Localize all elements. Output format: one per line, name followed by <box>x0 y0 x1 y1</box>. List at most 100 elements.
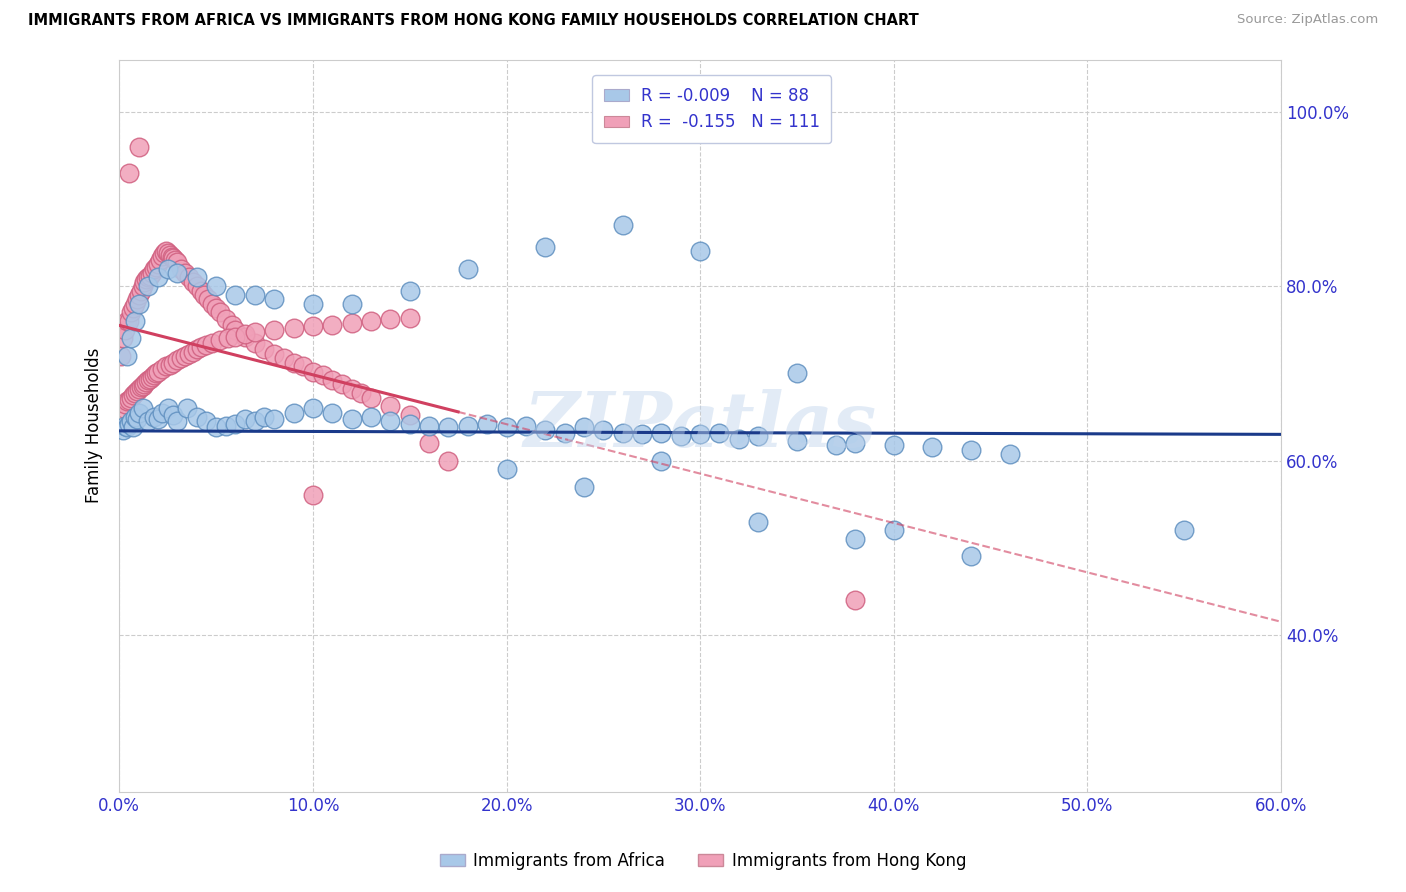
Point <box>208 333 231 347</box>
Point <box>263 411 285 425</box>
Point <box>998 446 1021 460</box>
Point <box>128 382 150 396</box>
Y-axis label: Family Households: Family Households <box>86 348 103 503</box>
Point <box>380 414 402 428</box>
Point <box>340 411 363 425</box>
Point <box>128 140 150 154</box>
Point <box>143 409 166 424</box>
Point <box>215 418 238 433</box>
Point <box>360 314 382 328</box>
Point <box>155 244 177 259</box>
Point <box>205 420 228 434</box>
Point <box>243 414 266 428</box>
Point <box>380 312 402 326</box>
Point <box>302 365 325 379</box>
Point <box>233 411 256 425</box>
Point <box>125 293 148 307</box>
Point <box>457 418 479 433</box>
Point <box>727 432 749 446</box>
Point <box>844 532 866 546</box>
Point <box>592 423 614 437</box>
Point <box>418 436 440 450</box>
Point <box>146 411 169 425</box>
Point <box>149 253 172 268</box>
Point <box>689 244 711 259</box>
Point <box>115 394 138 409</box>
Point <box>112 401 135 416</box>
Point <box>360 409 382 424</box>
Point <box>224 323 246 337</box>
Point <box>689 427 711 442</box>
Point <box>166 266 188 280</box>
Point <box>515 418 537 433</box>
Point <box>669 429 692 443</box>
Point <box>302 488 325 502</box>
Point <box>131 378 153 392</box>
Point <box>201 296 224 310</box>
Point <box>437 453 460 467</box>
Point <box>350 385 373 400</box>
Point <box>398 284 420 298</box>
Point <box>181 344 204 359</box>
Point <box>205 279 228 293</box>
Point <box>650 453 672 467</box>
Point <box>534 423 557 437</box>
Point <box>283 321 305 335</box>
Point <box>233 330 256 344</box>
Point <box>495 420 517 434</box>
Point <box>114 418 136 433</box>
Point <box>233 327 256 342</box>
Point <box>263 347 285 361</box>
Point <box>292 359 315 374</box>
Point <box>612 218 634 232</box>
Point <box>205 301 228 315</box>
Point <box>170 351 193 365</box>
Point <box>174 266 197 280</box>
Point <box>263 293 285 307</box>
Point <box>302 296 325 310</box>
Point <box>115 349 138 363</box>
Point <box>129 284 152 298</box>
Point <box>253 342 276 356</box>
Point <box>457 261 479 276</box>
Point <box>114 397 136 411</box>
Point <box>135 272 157 286</box>
Point <box>131 279 153 293</box>
Point <box>193 288 215 302</box>
Text: IMMIGRANTS FROM AFRICA VS IMMIGRANTS FROM HONG KONG FAMILY HOUSEHOLDS CORRELATIO: IMMIGRANTS FROM AFRICA VS IMMIGRANTS FRO… <box>28 13 920 29</box>
Point <box>165 253 187 268</box>
Point <box>118 166 141 180</box>
Point <box>186 342 208 356</box>
Point <box>136 373 159 387</box>
Point <box>201 335 224 350</box>
Point <box>177 347 200 361</box>
Point <box>124 314 146 328</box>
Point <box>572 480 595 494</box>
Point <box>190 284 212 298</box>
Point <box>186 270 208 285</box>
Point <box>883 438 905 452</box>
Point <box>159 358 181 372</box>
Point <box>166 414 188 428</box>
Point <box>118 417 141 431</box>
Point <box>141 266 163 280</box>
Point <box>121 301 143 315</box>
Point <box>146 270 169 285</box>
Point <box>128 406 150 420</box>
Point <box>340 382 363 396</box>
Point <box>112 331 135 345</box>
Point <box>263 323 285 337</box>
Point <box>141 369 163 384</box>
Point <box>631 427 654 442</box>
Point <box>786 434 808 449</box>
Point <box>380 400 402 414</box>
Point <box>114 323 136 337</box>
Text: ZIPatlas: ZIPatlas <box>523 389 877 463</box>
Point <box>181 275 204 289</box>
Point <box>160 250 183 264</box>
Point <box>129 380 152 394</box>
Point <box>283 356 305 370</box>
Point <box>960 549 983 564</box>
Point <box>844 593 866 607</box>
Point <box>273 351 295 365</box>
